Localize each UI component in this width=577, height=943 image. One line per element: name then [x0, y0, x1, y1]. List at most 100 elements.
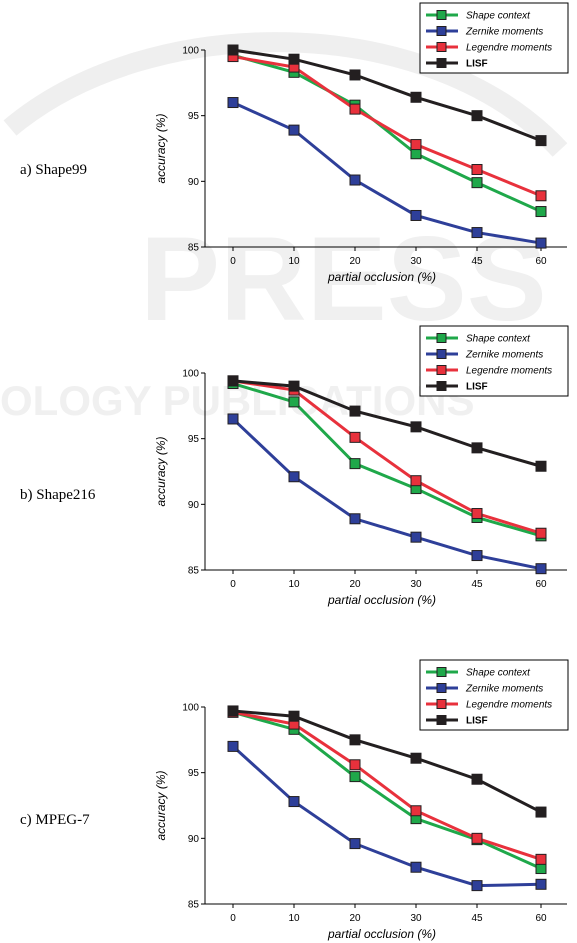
- x-tick-label: 10: [288, 913, 300, 924]
- series-zernike-moments: [227, 413, 547, 575]
- series-line: [232, 55, 542, 198]
- series-zernike-moments: [227, 740, 547, 892]
- series-zernike-moments: [227, 97, 547, 249]
- y-tick-label: 100: [182, 703, 199, 714]
- series-line: [232, 379, 542, 535]
- data-point: [471, 177, 483, 189]
- legend-label: LISF: [466, 59, 488, 70]
- legend-swatch-marker: [436, 10, 447, 20]
- data-point: [471, 832, 483, 844]
- data-point: [471, 164, 483, 176]
- x-tick-label: 10: [288, 579, 300, 590]
- y-tick-label: 100: [182, 369, 199, 380]
- x-tick-label: 60: [535, 913, 547, 924]
- legend-label: Shape context: [466, 668, 531, 679]
- legend-label: Zernike moments: [465, 350, 543, 361]
- data-point: [535, 206, 547, 218]
- y-tick-label: 95: [188, 111, 200, 122]
- data-point: [288, 53, 300, 65]
- legend: Shape context Zernike moments Legendre mom…: [419, 2, 569, 74]
- data-point: [288, 471, 300, 483]
- data-point: [349, 771, 361, 783]
- data-point: [535, 853, 547, 865]
- data-point: [471, 110, 483, 122]
- series-line: [231, 417, 542, 571]
- x-tick-label: 20: [349, 579, 361, 590]
- data-point: [410, 475, 422, 487]
- chart-1: 85 90 95 100 0 10 20 30 45 60 partial occlusion (%…: [154, 2, 569, 284]
- series-legendre-moments: [227, 706, 547, 865]
- x-tick-label: 0: [230, 256, 236, 267]
- data-point: [227, 413, 239, 425]
- legend-label: Legendre moments: [466, 43, 552, 54]
- legend-swatch-marker: [436, 381, 447, 391]
- data-point: [410, 531, 422, 543]
- data-point: [288, 396, 300, 408]
- data-point: [227, 44, 239, 56]
- legend-label: Legendre moments: [466, 700, 552, 711]
- x-tick-label: 20: [349, 256, 361, 267]
- data-point: [349, 734, 361, 746]
- legend-label: LISF: [466, 716, 488, 727]
- series-line: [232, 101, 542, 245]
- series-line: [232, 382, 542, 538]
- data-point: [535, 863, 547, 875]
- y-axis-title: accuracy (%): [154, 113, 168, 183]
- legend-label: Shape context: [466, 11, 531, 22]
- data-point: [227, 705, 239, 717]
- data-point: [349, 513, 361, 525]
- x-tick-label: 60: [535, 579, 547, 590]
- series-line: [232, 710, 542, 870]
- y-tick-label: 85: [188, 243, 200, 254]
- series-line: [232, 48, 542, 143]
- y-tick-label: 85: [188, 900, 200, 911]
- data-point: [535, 135, 547, 147]
- data-point: [227, 97, 239, 109]
- series-line: [231, 745, 542, 888]
- y-tick-label: 95: [188, 768, 200, 779]
- data-point: [410, 148, 422, 160]
- legend-label: LISF: [466, 382, 488, 393]
- data-point: [349, 759, 361, 771]
- legend-swatch-marker: [436, 667, 447, 677]
- series-line: [232, 53, 542, 213]
- y-tick-label: 85: [188, 566, 200, 577]
- panel-label-b: b) Shape216: [20, 487, 96, 503]
- legend-swatch-marker: [436, 349, 447, 359]
- x-axis-title: partial occlusion (%): [327, 927, 436, 941]
- data-point: [288, 380, 300, 392]
- x-tick-label: 20: [349, 913, 361, 924]
- legend: Shape context Zernike moments Legendre mom…: [419, 659, 569, 731]
- data-point: [410, 861, 422, 873]
- x-tick-label: 45: [471, 256, 483, 267]
- data-point: [471, 442, 483, 454]
- data-point: [471, 227, 483, 239]
- x-axis-title: partial occlusion (%): [327, 270, 436, 284]
- data-point: [410, 421, 422, 433]
- data-point: [535, 527, 547, 539]
- data-point: [471, 880, 483, 892]
- chart-2: 85 90 95 100 0 10 20 30 45 60 partial occlusion (%…: [154, 325, 569, 607]
- series-shape-context: [227, 49, 547, 218]
- legend-swatch-marker: [436, 42, 447, 52]
- data-point: [535, 806, 547, 818]
- data-point: [288, 710, 300, 722]
- data-point: [410, 209, 422, 221]
- y-axis-title: accuracy (%): [154, 436, 168, 506]
- legend-label: Shape context: [466, 334, 531, 345]
- legend-swatch-marker: [436, 715, 447, 725]
- data-point: [349, 838, 361, 850]
- x-tick-label: 30: [410, 579, 422, 590]
- data-point: [227, 375, 239, 387]
- data-point: [349, 405, 361, 417]
- x-axis-title: partial occlusion (%): [327, 593, 436, 607]
- chart-3: 85 90 95 100 0 10 20 30 45 60 partial occlusion (%…: [154, 659, 569, 941]
- x-tick-label: 0: [230, 579, 236, 590]
- data-point: [410, 805, 422, 817]
- legend-label: Zernike moments: [465, 27, 543, 38]
- x-tick-label: 0: [230, 913, 236, 924]
- data-point: [535, 237, 547, 249]
- series-lisf: [227, 705, 547, 818]
- y-axis-title: accuracy (%): [154, 770, 168, 840]
